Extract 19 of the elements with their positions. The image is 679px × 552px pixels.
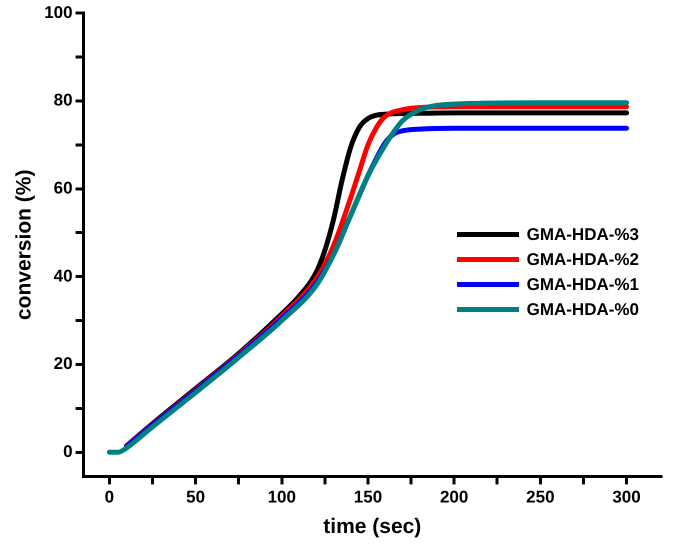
x-tick-label: 100 [268,487,296,506]
y-tick-label: 0 [63,442,73,461]
legend-label: GMA-HDA-%3 [526,224,639,244]
x-tick-label: 250 [526,487,555,506]
y-tick-label: 40 [54,266,73,286]
legend-label: GMA-HDA-%0 [526,300,639,320]
y-tick-label: 80 [54,90,73,110]
y-tick-label: 20 [54,354,73,374]
x-tick-label: 150 [354,487,382,506]
x-tick-label: 50 [186,487,206,506]
x-tick-label: 300 [612,487,641,506]
legend-label: GMA-HDA-%2 [526,250,639,270]
x-tick-label: 0 [104,487,114,506]
x-axis-title: time (sec) [323,515,422,538]
x-tick-label: 200 [440,487,468,506]
y-tick-label: 100 [44,2,73,22]
legend-label: GMA-HDA-%1 [526,274,639,294]
y-tick-label: 60 [54,178,73,198]
y-axis-title: conversion (%) [12,170,36,320]
